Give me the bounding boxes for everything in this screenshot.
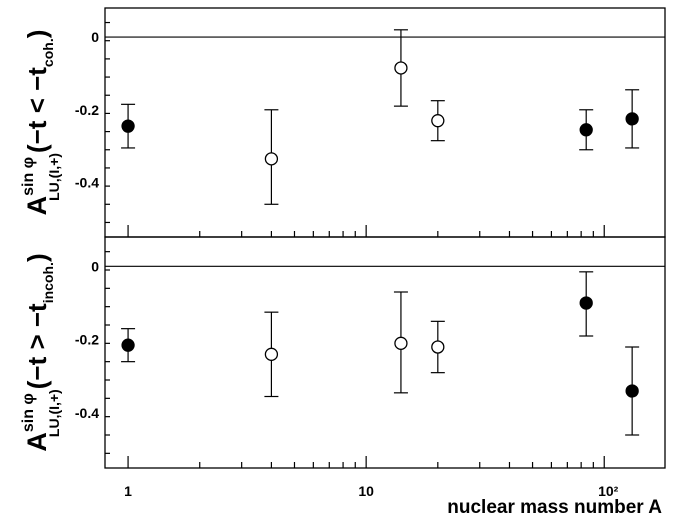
x-axis-label: nuclear mass number A [447, 497, 662, 518]
y-label-condition-subscript: coh. [40, 38, 56, 67]
y-label-condition-close: ) [22, 30, 52, 39]
y-axis-label: Asin φ LU,(I,+)(−t > −tincoh.) [20, 253, 62, 451]
lower-panel: 0 -0.2 -0.4 Asin φ LU,(I,+)(−t > −tincoh.) [20, 236, 666, 469]
y-label-condition: (−t > −t [22, 303, 52, 389]
data-point-filled [625, 112, 639, 126]
data-point-filled [625, 384, 639, 398]
data-point-filled [121, 119, 135, 133]
data-point-open [394, 336, 408, 350]
data-point-filled [579, 123, 593, 137]
data-point-open [394, 61, 408, 75]
y-label-main: A [22, 196, 52, 216]
y-label-condition: (−t < −t [22, 67, 52, 153]
x-tick-labels: 1 10 10² [124, 483, 619, 499]
y-tick-label: -0.4 [75, 174, 99, 190]
data-point-open [264, 347, 279, 361]
y-tick-label: -0.2 [75, 332, 99, 348]
y-tick-label: -0.4 [75, 405, 99, 421]
y-label-superscript: sin φ [20, 393, 37, 432]
y-label-subscript: LU,(I,+) [46, 389, 62, 437]
plot-frame [104, 236, 666, 469]
y-label-condition-subscript: incoh. [40, 262, 56, 303]
x-tick-label: 1 [124, 483, 132, 499]
y-tick-label: 0 [91, 29, 99, 45]
x-tick-label: 10² [598, 483, 619, 499]
x-tick-label: 10 [358, 483, 374, 499]
data-point-open [431, 340, 445, 354]
y-label-condition-close: ) [22, 253, 52, 262]
y-tick-label: 0 [91, 258, 99, 274]
data-point-filled [121, 338, 135, 352]
y-label-main: A [22, 432, 52, 452]
upper-panel: 0 -0.2 -0.4 Asin φ LU,(I,+)(−t < −tcoh.) [20, 7, 666, 238]
plot-frame [104, 7, 666, 238]
y-label-subscript: LU,(I,+) [46, 153, 62, 201]
y-tick-label: -0.2 [75, 102, 99, 118]
data-point-open [431, 114, 445, 128]
data-point-open [264, 152, 279, 166]
y-axis-label: Asin φ LU,(I,+)(−t < −tcoh.) [20, 30, 62, 216]
data-point-filled [579, 296, 593, 310]
y-label-superscript: sin φ [20, 157, 37, 196]
